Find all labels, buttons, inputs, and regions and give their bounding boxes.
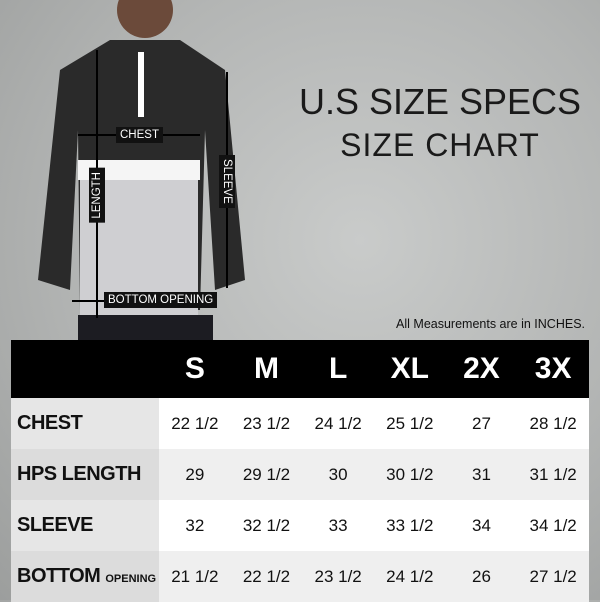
table-row-bottom-opening: BOTTOM OPENING 21 1/2 22 1/2 23 1/2 24 1… [11, 551, 589, 602]
cell: 34 [445, 500, 518, 551]
jacket-zipper [138, 52, 144, 117]
bottom-opening-label: BOTTOM OPENING [104, 292, 218, 308]
size-chart-table: S M L XL 2X 3X CHEST 22 1/2 23 1/2 24 1/… [11, 340, 589, 602]
cell: 22 1/2 [159, 398, 231, 449]
size-3x: 3X [517, 340, 589, 398]
row-label: SLEEVE [11, 500, 159, 551]
cell: 28 1/2 [517, 398, 589, 449]
cell: 23 1/2 [230, 398, 303, 449]
cell: 24 1/2 [373, 551, 446, 602]
row-label: HPS LENGTH [11, 449, 159, 500]
cell: 33 1/2 [373, 500, 446, 551]
header-blank [11, 340, 159, 398]
cell: 21 1/2 [159, 551, 231, 602]
cell: 24 1/2 [302, 398, 374, 449]
table-row-sleeve: SLEEVE 32 32 1/2 33 33 1/2 34 34 1/2 [11, 500, 589, 551]
size-s: S [159, 340, 231, 398]
size-header-row: S M L XL 2X 3X [11, 340, 589, 398]
cell: 25 1/2 [373, 398, 446, 449]
measurement-note: All Measurements are in INCHES. [396, 317, 585, 331]
length-label: LENGTH [89, 168, 105, 223]
cell: 22 1/2 [230, 551, 303, 602]
title-size-chart: SIZE CHART [340, 127, 540, 163]
cell: 27 1/2 [517, 551, 589, 602]
row-label-main: BOTTOM [17, 565, 101, 587]
row-label: BOTTOM OPENING [11, 551, 159, 602]
model-head [117, 0, 173, 38]
cell: 32 1/2 [230, 500, 303, 551]
size-m: M [230, 340, 303, 398]
cell: 27 [445, 398, 518, 449]
cell: 34 1/2 [517, 500, 589, 551]
title-size-specs: U.S SIZE SPECS [298, 81, 582, 122]
jacket-white-band [78, 160, 200, 180]
table-row-chest: CHEST 22 1/2 23 1/2 24 1/2 25 1/2 27 28 … [11, 398, 589, 449]
cell: 32 [159, 500, 231, 551]
cell: 30 1/2 [373, 449, 446, 500]
cell: 31 1/2 [517, 449, 589, 500]
size-2x: 2X [445, 340, 518, 398]
row-label-sub: OPENING [105, 573, 157, 585]
size-xl: XL [373, 340, 446, 398]
sleeve-label: SLEEVE [219, 155, 235, 208]
jacket-model-image [38, 0, 245, 340]
model-pants [78, 315, 213, 340]
row-label: CHEST [11, 398, 159, 449]
chest-label: CHEST [116, 127, 163, 143]
cell: 26 [445, 551, 518, 602]
cell: 29 1/2 [230, 449, 303, 500]
size-l: L [302, 340, 374, 398]
table-row-hps-length: HPS LENGTH 29 29 1/2 30 30 1/2 31 31 1/2 [11, 449, 589, 500]
cell: 31 [445, 449, 518, 500]
cell: 29 [159, 449, 231, 500]
cell: 30 [302, 449, 374, 500]
cell: 33 [302, 500, 374, 551]
cell: 23 1/2 [302, 551, 374, 602]
